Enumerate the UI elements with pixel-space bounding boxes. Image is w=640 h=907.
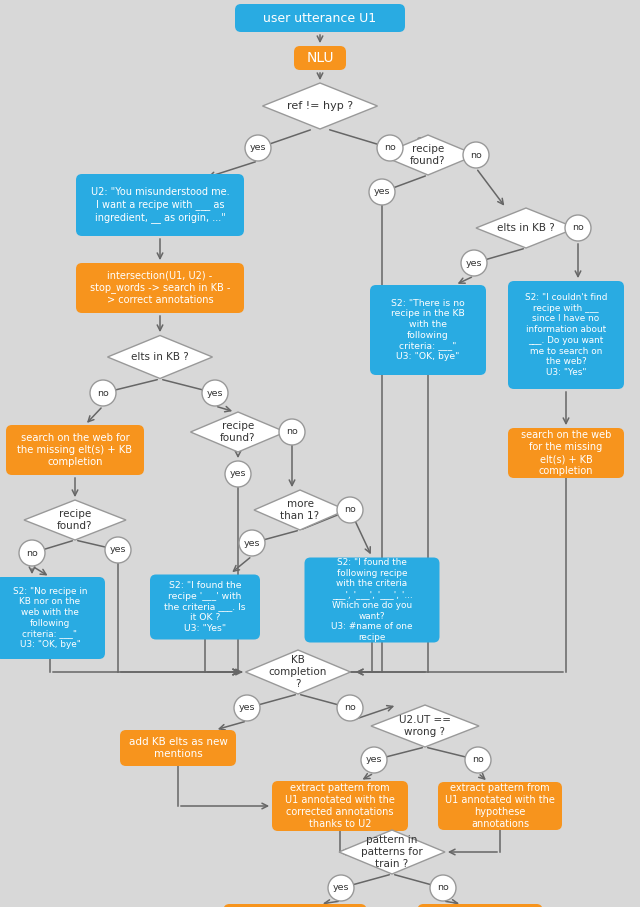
FancyBboxPatch shape [370, 285, 486, 375]
Text: add KB elts as new
mentions: add KB elts as new mentions [129, 737, 227, 759]
Text: yes: yes [230, 470, 246, 479]
Text: elts in KB ?: elts in KB ? [131, 352, 189, 362]
Text: user utterance U1: user utterance U1 [264, 12, 376, 24]
Text: recipe
found?: recipe found? [220, 421, 256, 443]
FancyBboxPatch shape [508, 428, 624, 478]
Text: search on the web for
the missing elt(s) + KB
completion: search on the web for the missing elt(s)… [17, 433, 132, 467]
Polygon shape [254, 490, 346, 530]
Circle shape [463, 142, 489, 168]
Polygon shape [191, 412, 285, 452]
Text: yes: yes [109, 545, 126, 554]
Text: S2: "There is no
recipe in the KB
with the
following
criteria: ___"
U3: "OK, bye: S2: "There is no recipe in the KB with t… [391, 298, 465, 361]
Text: no: no [286, 427, 298, 436]
Text: yes: yes [250, 143, 266, 152]
Text: no: no [344, 704, 356, 713]
Polygon shape [476, 208, 576, 248]
Text: S2: "I found the
following recipe
with the criteria
___', '___', '___', '...
Whi: S2: "I found the following recipe with t… [332, 558, 413, 642]
Text: no: no [437, 883, 449, 892]
Text: yes: yes [244, 539, 260, 548]
Text: no: no [97, 388, 109, 397]
FancyBboxPatch shape [438, 782, 562, 830]
Polygon shape [24, 500, 126, 540]
Circle shape [328, 875, 354, 901]
FancyBboxPatch shape [272, 781, 408, 831]
FancyBboxPatch shape [508, 281, 624, 389]
Text: recipe
found?: recipe found? [57, 509, 93, 531]
Polygon shape [339, 830, 445, 874]
FancyBboxPatch shape [235, 4, 405, 32]
Circle shape [234, 695, 260, 721]
FancyBboxPatch shape [76, 263, 244, 313]
Circle shape [225, 461, 251, 487]
Circle shape [202, 380, 228, 406]
Text: S2: "No recipe in
KB nor on the
web with the
following
criteria: ___"
U3: "OK, b: S2: "No recipe in KB nor on the web with… [13, 587, 87, 649]
Polygon shape [246, 650, 351, 694]
Circle shape [565, 215, 591, 241]
FancyBboxPatch shape [294, 46, 346, 70]
Circle shape [430, 875, 456, 901]
Text: NLU: NLU [307, 51, 333, 65]
Text: yes: yes [333, 883, 349, 892]
Circle shape [279, 419, 305, 445]
Text: no: no [344, 505, 356, 514]
Text: no: no [384, 143, 396, 152]
Text: KB
completion
?: KB completion ? [269, 656, 327, 688]
Text: recipe
found?: recipe found? [410, 144, 445, 166]
FancyBboxPatch shape [150, 574, 260, 639]
Text: no: no [26, 549, 38, 558]
Polygon shape [262, 83, 378, 129]
Text: no: no [572, 223, 584, 232]
Polygon shape [371, 705, 479, 747]
FancyBboxPatch shape [120, 730, 236, 766]
Polygon shape [108, 336, 212, 378]
FancyBboxPatch shape [0, 577, 105, 659]
FancyBboxPatch shape [6, 425, 144, 475]
Circle shape [377, 135, 403, 161]
Text: no: no [472, 756, 484, 765]
FancyBboxPatch shape [223, 904, 367, 907]
Text: extract pattern from
U1 annotated with the
corrected annotations
thanks to U2: extract pattern from U1 annotated with t… [285, 783, 395, 829]
Text: more
than 1?: more than 1? [280, 499, 319, 521]
Text: ref != hyp ?: ref != hyp ? [287, 101, 353, 111]
Circle shape [337, 497, 363, 523]
FancyBboxPatch shape [305, 558, 440, 642]
Circle shape [461, 250, 487, 276]
Circle shape [245, 135, 271, 161]
FancyBboxPatch shape [76, 174, 244, 236]
Text: elts in KB ?: elts in KB ? [497, 223, 555, 233]
Circle shape [465, 747, 491, 773]
FancyBboxPatch shape [417, 904, 543, 907]
Circle shape [90, 380, 116, 406]
Text: intersection(U1, U2) -
stop_words -> search in KB -
> correct annotations: intersection(U1, U2) - stop_words -> sea… [90, 270, 230, 306]
Circle shape [361, 747, 387, 773]
Text: yes: yes [207, 388, 223, 397]
Text: yes: yes [466, 258, 483, 268]
Text: search on the web
for the missing
elt(s) + KB
completion: search on the web for the missing elt(s)… [521, 430, 611, 476]
Circle shape [19, 540, 45, 566]
Text: U2: "You misunderstood me.
I want a recipe with ___ as
ingredient, __ as origin,: U2: "You misunderstood me. I want a reci… [91, 187, 229, 223]
Text: pattern in
patterns for
train ?: pattern in patterns for train ? [361, 835, 423, 869]
Text: U2.UT ==
wrong ?: U2.UT == wrong ? [399, 716, 451, 736]
Text: extract pattern from
U1 annotated with the
hypothese
annotations: extract pattern from U1 annotated with t… [445, 783, 555, 829]
Circle shape [105, 537, 131, 563]
Text: yes: yes [365, 756, 382, 765]
Text: no: no [470, 151, 482, 160]
Text: yes: yes [239, 704, 255, 713]
Polygon shape [380, 135, 476, 175]
Text: S2: "I found the
recipe '___' with
the criteria ___. Is
it OK ?
U3: "Yes": S2: "I found the recipe '___' with the c… [164, 581, 246, 633]
Circle shape [239, 530, 265, 556]
Text: yes: yes [374, 188, 390, 197]
Circle shape [337, 695, 363, 721]
Text: S2: "I couldn't find
recipe with ___
since I have no
information about
___. Do y: S2: "I couldn't find recipe with ___ sin… [525, 293, 607, 377]
Circle shape [369, 179, 395, 205]
